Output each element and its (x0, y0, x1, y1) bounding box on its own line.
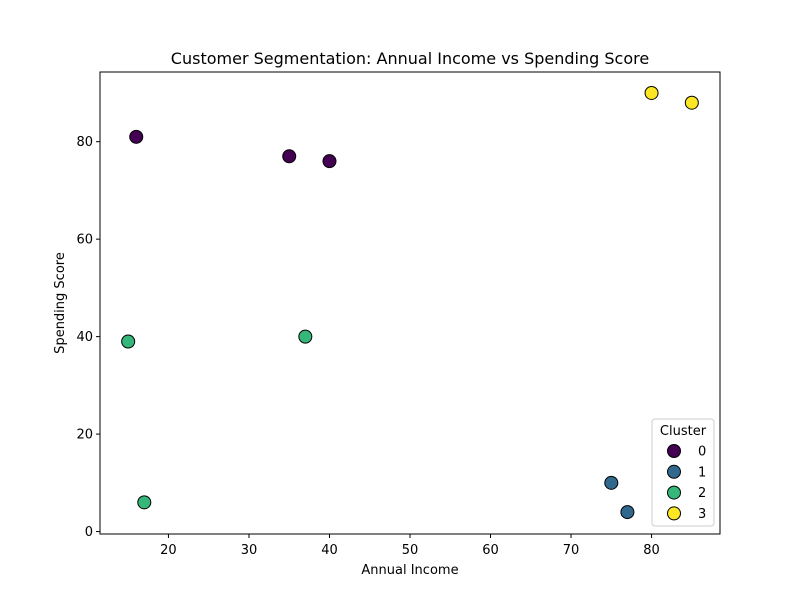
data-point-cluster-1 (604, 475, 619, 490)
x-axis-label: Annual Income (361, 563, 458, 578)
legend-title: Cluster (660, 424, 707, 439)
data-point-cluster-2 (137, 495, 152, 510)
x-tick-label: 70 (563, 543, 580, 558)
y-tick-label: 40 (76, 330, 93, 345)
x-tick-label: 80 (643, 543, 660, 558)
data-point-cluster-2 (298, 329, 313, 344)
chart-title: Customer Segmentation: Annual Income vs … (171, 49, 649, 68)
legend-label-2: 2 (698, 486, 706, 501)
x-tick-label: 50 (402, 543, 419, 558)
data-point-cluster-3 (644, 85, 659, 100)
x-tick-label: 30 (241, 543, 258, 558)
data-point-cluster-1 (620, 505, 635, 520)
y-tick-label: 20 (76, 428, 93, 443)
y-tick-label: 60 (76, 233, 93, 248)
legend-marker-3 (667, 506, 681, 521)
y-axis-label: Spending Score (53, 252, 68, 354)
data-points (121, 85, 699, 520)
legend-label-3: 3 (698, 507, 706, 522)
x-axis: 20 30 40 50 60 70 80 (160, 534, 660, 558)
legend-label-1: 1 (698, 465, 706, 480)
legend-label-0: 0 (698, 445, 706, 460)
x-tick-label: 60 (482, 543, 499, 558)
x-tick-label: 20 (160, 543, 177, 558)
x-tick-label: 40 (321, 543, 338, 558)
data-point-cluster-0 (282, 149, 297, 164)
y-axis: 0 20 40 60 80 (76, 135, 100, 540)
legend-marker-0 (667, 444, 681, 458)
data-point-cluster-0 (129, 129, 144, 144)
y-tick-label: 0 (85, 525, 93, 540)
legend: Cluster 0 1 2 3 (651, 418, 715, 527)
plot-area (99, 71, 721, 535)
y-tick-label: 80 (76, 135, 93, 150)
data-point-cluster-3 (684, 95, 699, 110)
data-point-cluster-2 (121, 334, 136, 349)
data-point-cluster-0 (322, 154, 337, 169)
legend-marker-1 (667, 464, 681, 479)
legend-box (651, 418, 715, 527)
legend-marker-2 (667, 485, 681, 500)
